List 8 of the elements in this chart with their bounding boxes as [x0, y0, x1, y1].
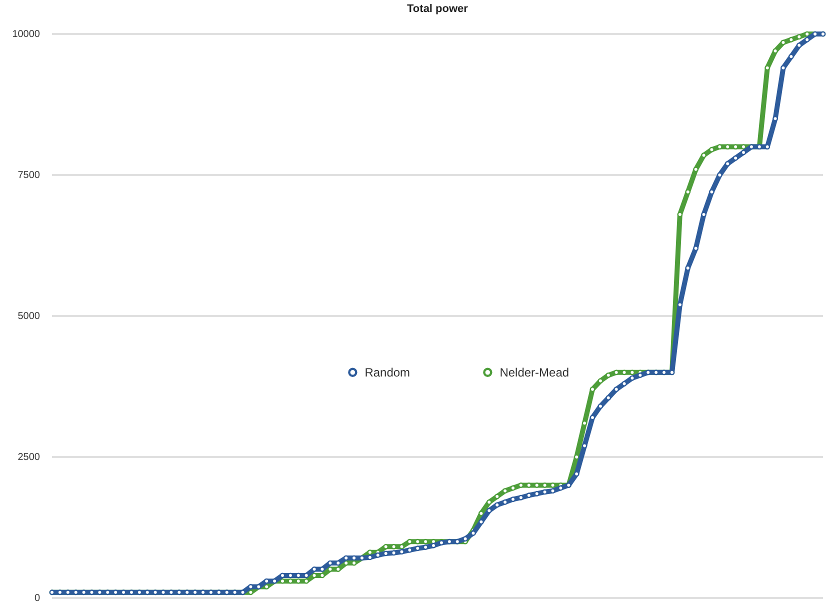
y-tick-label: 10000	[12, 29, 40, 40]
legend-label: Nelder-Mead	[500, 365, 570, 380]
legend-label: Random	[364, 365, 410, 380]
y-tick-label: 7500	[18, 170, 40, 182]
chart-title: Total power	[407, 3, 469, 15]
y-tick-label: 2500	[18, 452, 40, 464]
y-tick-label: 0	[34, 593, 40, 604]
y-tick-label: 5000	[18, 311, 40, 322]
